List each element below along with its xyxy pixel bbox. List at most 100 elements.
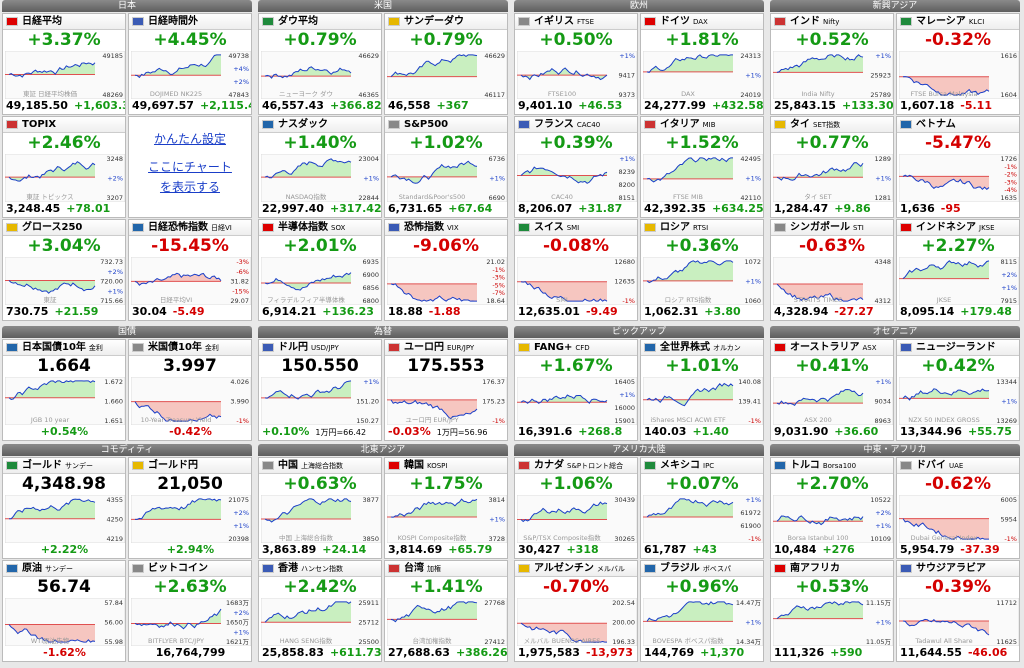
tile-name-bar: ロシア RTSI <box>641 220 763 236</box>
bottom-value: 49,697.57 <box>132 99 194 112</box>
tile: ドイツ DAX +1.81% 24313 +1% 24019 DAX 24,277.99 +43… <box>640 13 764 115</box>
tile-name: FANG+ <box>534 342 573 353</box>
chart-bg <box>131 598 251 646</box>
tile: ダウ平均 +0.79% 46629 46365 ニューヨーク ダウ 46,557.43 +3… <box>258 13 382 115</box>
chart-caption: KOSPI Composite指数 <box>398 533 467 542</box>
top-value: +0.36% <box>665 236 739 256</box>
axis-label: 1289 <box>874 155 891 163</box>
chart-area <box>521 502 607 522</box>
flag <box>774 223 786 232</box>
bottom-row: 144,769 +1,370 <box>644 646 761 660</box>
chart-area <box>521 623 607 643</box>
tile-name-bar: 日経平均 <box>3 14 125 30</box>
top-value: +3.04% <box>27 236 101 256</box>
axis-label: +1% <box>745 175 761 183</box>
bottom-value: +611.73 <box>329 646 382 659</box>
tile: ロシア RTSI +0.36% 1072 +1% 1060 ロシア RTS指数 1,062.3… <box>640 219 764 321</box>
tile-name: アルゼンチン <box>534 563 594 574</box>
bottom-value: 30,427 <box>518 543 561 556</box>
top-value: +1.01% <box>665 356 739 376</box>
tile: アルゼンチン メルバル -0.70% 202.54 200.00 196.33 メルバル B… <box>514 560 638 662</box>
top-value: +1.02% <box>409 133 483 153</box>
tile-name: メキシコ <box>660 460 700 471</box>
bottom-value: 42,392.35 <box>644 202 706 215</box>
chart-line <box>134 401 222 422</box>
chart-caption: S&P/TSX Composite指数 <box>523 533 601 542</box>
axis-label: 20398 <box>228 535 249 543</box>
axis-label: 1635 <box>1000 194 1017 202</box>
group-header: 新興アジア <box>770 0 1020 12</box>
sparkline: 46629 46117 <box>387 51 507 99</box>
tile-name: 日経恐怖指数 <box>148 222 208 233</box>
chart-bg <box>643 377 763 425</box>
tile-sub: UAE <box>949 462 964 470</box>
top-value: -0.32% <box>924 30 992 50</box>
axis-label: 1072 <box>744 258 761 266</box>
chart-caption: JGB 10 year <box>30 416 70 424</box>
bottom-row: 3,814.69 +65.79 <box>388 543 505 557</box>
settings-link[interactable]: かんたん設定 <box>153 132 226 146</box>
top-value: +0.96% <box>665 577 739 597</box>
flag <box>774 17 786 26</box>
chart-line <box>390 399 478 420</box>
chart-area <box>9 624 95 643</box>
chart-line <box>390 601 478 623</box>
chart-caption: CAC40 <box>551 193 573 201</box>
tile: TOPIX +2.46% 3248 +2% 3207 東証 トピックス 3,248.45 +7… <box>2 116 126 218</box>
chart-line <box>390 54 478 77</box>
bottom-value: 3,863.89 <box>262 543 317 556</box>
axis-label: 61972 <box>740 509 761 517</box>
tile: FANG+ CFD +1.67% 16405 +1% 16000 15901 16,391.6… <box>514 339 638 441</box>
bottom-row: -1.62% <box>6 646 123 660</box>
top-value: +3.37% <box>27 30 101 50</box>
axis-label: 7915 <box>1000 297 1017 305</box>
bottom-value: +136.23 <box>322 305 374 318</box>
axis-label: 9417 <box>618 72 635 80</box>
top-value: 1.664 <box>37 356 91 376</box>
chart-area <box>9 499 95 519</box>
tile-sub: SOX <box>331 224 346 232</box>
tile-sub: サンデー <box>65 462 93 470</box>
bottom-value: 61,787 <box>644 543 687 556</box>
tile-name: ゴールド <box>22 460 62 471</box>
settings-link[interactable]: ここにチャートを表示する <box>148 160 232 194</box>
sparkline: 4348 4312 STRAITS TIMES <box>773 257 893 305</box>
axis-label: 25789 <box>870 91 891 99</box>
tile-name-bar: 韓国 KOSPI <box>385 458 507 474</box>
sparkline: 11712 11625 Tadawul All Share <box>899 598 1019 646</box>
tile-name: 米国債10年 <box>148 342 202 353</box>
chart-line <box>902 76 990 96</box>
top-value: +4.45% <box>153 30 227 50</box>
tile-name: ドバイ <box>916 460 946 471</box>
flag <box>388 17 400 26</box>
tile-name: ベトナム <box>916 119 956 130</box>
axis-label: +2% <box>233 609 249 617</box>
axis-label: 46365 <box>358 91 379 99</box>
tile-name: ドイツ <box>660 16 690 27</box>
tile: 南アフリカ +0.53% 11.15万 +1% 11.05万 111,326 +590 <box>770 560 894 662</box>
bottom-row: +0.54% <box>6 425 123 439</box>
flag <box>132 564 144 573</box>
bottom-value: +67.64 <box>448 202 493 215</box>
chart-caption: BITFLYER BTC/JPY <box>148 637 204 645</box>
tile-sub: ASX <box>862 344 877 352</box>
bottom-row: 3,248.45 +78.01 <box>6 202 123 216</box>
top-value: +0.41% <box>795 356 869 376</box>
top-value: +2.42% <box>283 577 357 597</box>
bottom-value: 46,558 <box>388 99 431 112</box>
axis-label: -15% <box>232 287 249 295</box>
tile-name-bar: タイ SET指数 <box>771 117 893 133</box>
axis-label: +1% <box>233 522 249 530</box>
tile-name-bar: 恐怖指数 VIX <box>385 220 507 236</box>
bottom-value: 49,185.50 <box>6 99 68 112</box>
flag <box>518 461 530 470</box>
tile-name-bar: イタリア MIB <box>641 117 763 133</box>
top-value: +0.77% <box>795 133 869 153</box>
axis-label: 24019 <box>740 91 761 99</box>
tile-sub: SMI <box>566 224 580 232</box>
axis-label: 140.08 <box>738 378 761 386</box>
chart-line <box>264 601 352 623</box>
tile-name-bar: トルコ Borsa100 <box>771 458 893 474</box>
chart-area <box>135 54 221 78</box>
flag <box>6 17 18 26</box>
